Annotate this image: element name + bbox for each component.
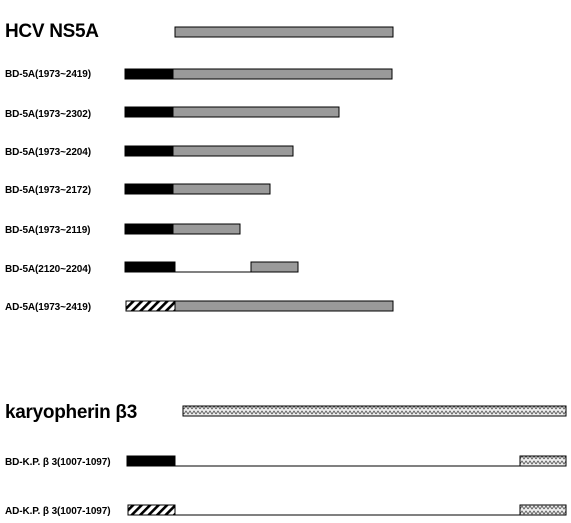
construct-label: AD-5A(1973~2419) <box>5 302 91 313</box>
construct-label: BD-5A(1973~2119) <box>5 225 90 236</box>
activation-domain-block <box>125 300 176 312</box>
construct-row: AD-K.P. β 3(1007-1097) <box>5 504 567 517</box>
binding-domain-block <box>126 455 176 467</box>
karyopherin-fragment-bar <box>519 504 567 516</box>
binding-domain-block <box>124 106 174 118</box>
construct-label: BD-5A(1973~2204) <box>5 147 91 158</box>
ns5a-full-length-bar <box>174 26 394 38</box>
construct-label: BD-5A(2120~2204) <box>5 264 91 275</box>
construct-row: BD-5A(1973~2302) <box>5 106 340 120</box>
ns5a-fragment-bar <box>172 68 393 80</box>
construct-row: BD-5A(2120~2204) <box>5 261 299 275</box>
karyopherin-full-length-bar <box>182 405 567 417</box>
hcv-ns5a-section: HCV NS5A BD-5A(1973~2419) BD-5A(1973~230… <box>5 21 394 313</box>
karyopherin-fragment-bar <box>519 455 567 467</box>
binding-domain-block <box>124 68 174 80</box>
ns5a-fragment-bar <box>172 106 340 118</box>
section-title-hcv-ns5a: HCV NS5A <box>5 21 99 42</box>
construct-label: BD-5A(1973~2302) <box>5 109 91 120</box>
construct-row: BD-K.P. β 3(1007-1097) <box>5 455 567 468</box>
construct-label: AD-K.P. β 3(1007-1097) <box>5 506 110 517</box>
ns5a-fragment-bar <box>250 261 299 273</box>
ns5a-fragment-bar <box>172 145 294 157</box>
section-title-karyopherin: karyopherin β3 <box>5 402 137 423</box>
activation-domain-block <box>127 504 176 516</box>
construct-row: BD-5A(1973~2204) <box>5 145 294 158</box>
ns5a-fragment-bar <box>172 223 241 235</box>
binding-domain-block <box>124 183 174 195</box>
binding-domain-block <box>124 261 176 273</box>
construct-row: AD-5A(1973~2419) <box>5 300 394 313</box>
construct-row: BD-5A(1973~2172) <box>5 183 271 196</box>
karyopherin-section: karyopherin β3 BD-K.P. β 3(1007-1097) AD… <box>5 402 567 517</box>
construct-row: BD-5A(1973~2419) <box>5 68 393 80</box>
binding-domain-block <box>124 223 174 235</box>
ns5a-fragment-bar <box>172 183 271 195</box>
construct-row: BD-5A(1973~2119) <box>5 223 241 236</box>
construct-label: BD-5A(1973~2419) <box>5 69 91 80</box>
ns5a-fragment-bar <box>174 300 394 312</box>
binding-domain-block <box>124 145 174 157</box>
construct-label: BD-K.P. β 3(1007-1097) <box>5 457 110 468</box>
construct-label: BD-5A(1973~2172) <box>5 185 91 196</box>
